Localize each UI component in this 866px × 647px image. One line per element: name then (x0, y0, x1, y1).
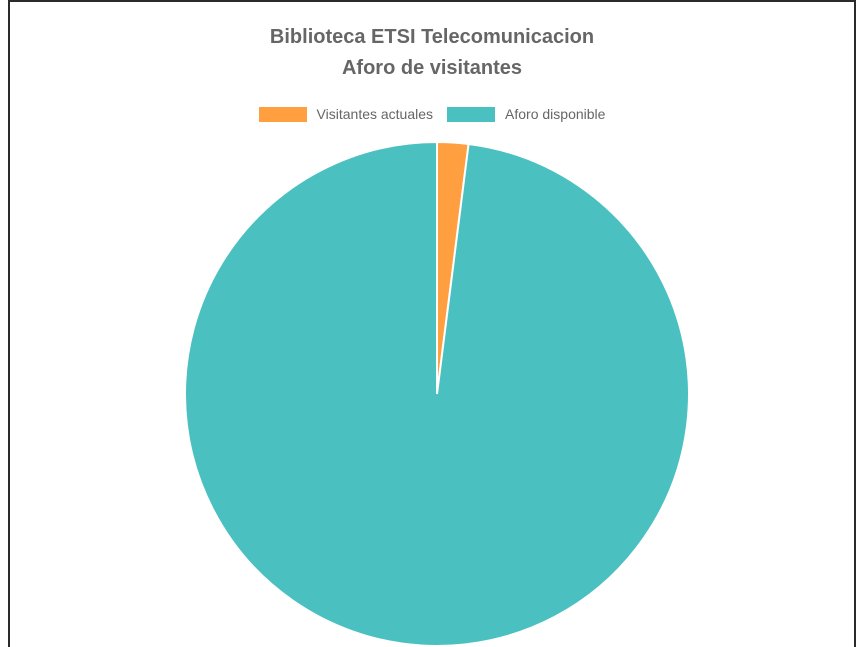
legend-item-visitantes-actuales[interactable]: Visitantes actuales (258, 106, 434, 122)
legend-item-aforo-disponible[interactable]: Aforo disponible (447, 106, 605, 122)
legend-swatch-aforo-disponible (447, 106, 496, 122)
pie-slice-aforo-disponible[interactable] (184, 140, 690, 647)
legend-swatch-visitantes-actuales (258, 106, 307, 122)
chart-title-line-1: Biblioteca ETSI Telecomunicacion (269, 26, 595, 48)
chart-title-line-2: Aforo de visitantes (341, 57, 523, 79)
chart-legend: Visitantes actuales Aforo disponible (10, 106, 854, 122)
legend-label-visitantes-actuales: Visitantes actuales (316, 106, 434, 122)
legend-label-aforo-disponible: Aforo disponible (505, 106, 606, 122)
